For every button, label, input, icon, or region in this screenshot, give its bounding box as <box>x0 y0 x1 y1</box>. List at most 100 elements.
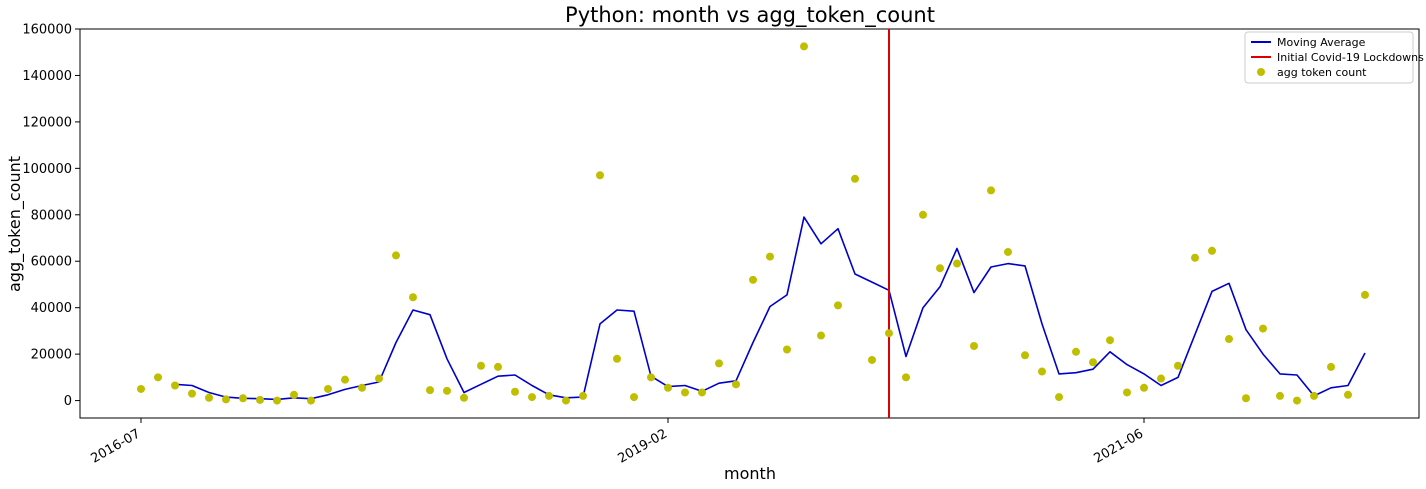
scatter-point <box>987 186 995 195</box>
scatter-point <box>375 374 383 383</box>
scatter-point <box>1140 383 1148 392</box>
x-axis-label: month <box>724 464 776 483</box>
legend-label: agg token count <box>1277 66 1367 79</box>
scatter-point <box>562 396 570 405</box>
scatter-point <box>885 329 893 338</box>
scatter-point <box>528 393 536 402</box>
scatter-point <box>1259 324 1267 333</box>
y-tick-label: 160000 <box>22 23 72 38</box>
scatter-point <box>579 391 587 400</box>
legend-label: Initial Covid-19 Lockdowns <box>1277 51 1424 64</box>
y-tick-label: 80000 <box>31 208 72 223</box>
scatter-point <box>647 373 655 382</box>
scatter-point <box>596 171 604 180</box>
scatter-point <box>358 383 366 392</box>
scatter-point <box>1242 394 1250 403</box>
y-tick-label: 40000 <box>31 301 72 316</box>
scatter-point <box>664 383 672 392</box>
x-tick-label: 2019-02 <box>615 426 670 466</box>
scatter-point <box>766 252 774 261</box>
scatter-point <box>1293 396 1301 405</box>
scatter-point <box>868 355 876 364</box>
scatter-point <box>1225 335 1233 344</box>
plot-frame <box>79 28 1420 419</box>
scatter-point <box>1191 253 1199 262</box>
scatter-point <box>307 396 315 405</box>
scatter-point <box>783 345 791 354</box>
scatter-point <box>1004 247 1012 256</box>
scatter-point <box>1174 361 1182 370</box>
scatter-point <box>154 373 162 382</box>
x-tick-label: 2021-06 <box>1091 426 1146 466</box>
scatter-point <box>1208 246 1216 255</box>
scatter-point <box>1021 351 1029 360</box>
scatter-point <box>324 384 332 393</box>
scatter-point <box>970 342 978 351</box>
scatter-point <box>1361 290 1369 299</box>
scatter-point <box>443 386 451 395</box>
scatter-point <box>698 388 706 397</box>
scatter-point <box>1344 390 1352 399</box>
scatter-point <box>715 359 723 368</box>
scatter-point <box>919 210 927 219</box>
scatter-point <box>205 393 213 402</box>
chart-title: Python: month vs agg_token_count <box>565 3 935 28</box>
y-tick-label: 20000 <box>31 348 72 363</box>
scatter-point <box>1072 347 1080 356</box>
scatter-point <box>1310 391 1318 400</box>
scatter-point <box>936 264 944 273</box>
scatter-point <box>1055 393 1063 402</box>
scatter-point <box>1276 391 1284 400</box>
scatter-point <box>1123 388 1131 397</box>
scatter-point <box>137 384 145 393</box>
y-tick-label: 140000 <box>22 69 72 84</box>
scatter-point <box>426 386 434 395</box>
y-axis: 0 20000 40000 60000 80000 100000 120000 140000 1… <box>22 23 80 409</box>
y-tick-label: 0 <box>64 394 72 409</box>
scatter-point <box>902 373 910 382</box>
scatter-point <box>613 354 621 363</box>
y-tick-label: 60000 <box>31 255 72 270</box>
scatter-point <box>494 362 502 371</box>
scatter-point <box>1089 358 1097 367</box>
scatter-point <box>800 42 808 51</box>
scatter-point <box>545 391 553 400</box>
scatter-point <box>409 293 417 302</box>
plot-area <box>79 28 1420 419</box>
scatter-point <box>953 259 961 268</box>
y-tick-label: 100000 <box>22 162 72 177</box>
scatter-point <box>1157 374 1165 383</box>
scatter-point <box>732 380 740 389</box>
scatter-point <box>239 394 247 403</box>
scatter-point <box>1106 336 1114 345</box>
scatter-point <box>273 396 281 405</box>
scatter-point <box>477 361 485 370</box>
scatter-point <box>392 251 400 260</box>
scatter-point <box>1038 367 1046 376</box>
scatter-point <box>681 388 689 397</box>
scatter-point <box>834 301 842 310</box>
y-axis-label: agg_token_count <box>5 156 25 292</box>
legend-swatch <box>1257 68 1265 76</box>
scatter-point <box>188 389 196 398</box>
scatter-point <box>511 387 519 396</box>
scatter-point <box>256 395 264 404</box>
scatter-point <box>817 331 825 340</box>
scatter-point <box>171 381 179 390</box>
scatter-point <box>290 390 298 399</box>
scatter-point <box>851 174 859 183</box>
scatter-point <box>460 393 468 402</box>
scatter-point <box>749 275 757 284</box>
legend-label: Moving Average <box>1277 36 1366 49</box>
x-axis: 2016-07 2019-02 2021-06 <box>88 418 1146 467</box>
scatter-point <box>630 393 638 402</box>
scatter-point <box>341 375 349 384</box>
moving-average-line <box>174 216 1366 401</box>
legend: Moving Average Initial Covid-19 Lockdowns… <box>1244 31 1424 84</box>
scatter-point <box>1327 362 1335 371</box>
y-tick-label: 120000 <box>22 115 72 130</box>
x-tick-label: 2016-07 <box>88 426 143 466</box>
scatter-point <box>222 395 230 404</box>
legend-box <box>1244 31 1414 84</box>
